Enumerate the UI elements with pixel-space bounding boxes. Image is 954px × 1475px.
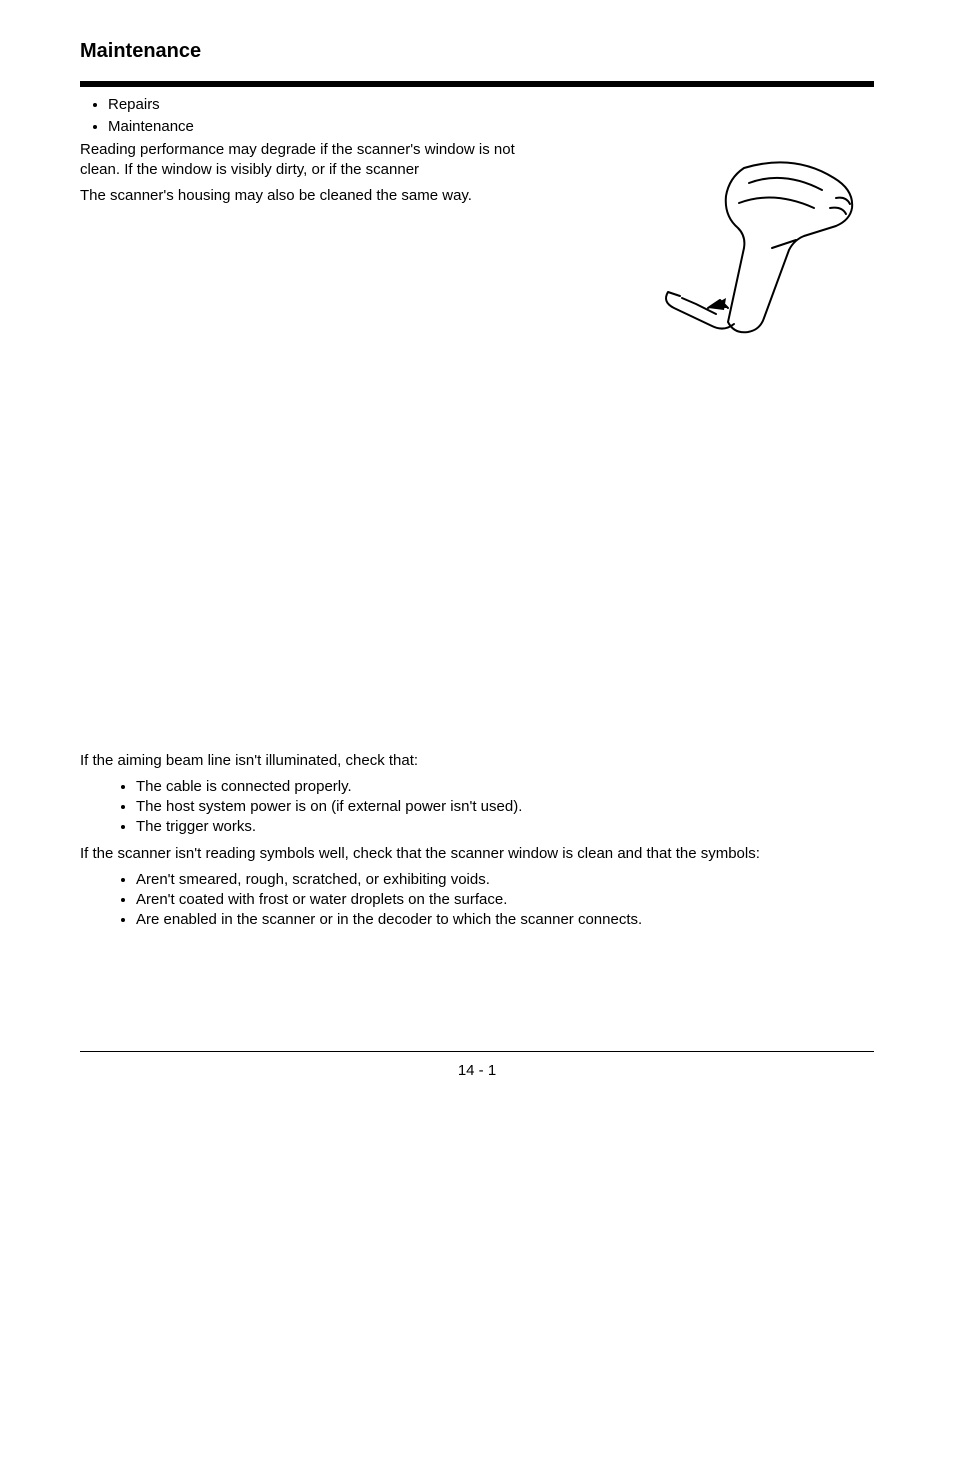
q1-bullet-2: The host system power is on (if external…: [136, 797, 874, 817]
page-title: Maintenance: [80, 40, 874, 63]
q1-bullet-3: The trigger works.: [136, 817, 874, 837]
trouble-q1-bullets: The cable is connected properly. The hos…: [80, 777, 874, 838]
top-bullets: Repairs Maintenance: [80, 95, 874, 138]
q2-bullet-3: Are enabled in the scanner or in the dec…: [136, 910, 874, 930]
page-number: 14 - 1: [80, 1062, 874, 1079]
trouble-q2-intro: If the scanner isn't reading symbols wel…: [80, 844, 874, 864]
footer-rule: [80, 1051, 874, 1052]
q1-bullet-1: The cable is connected properly.: [136, 777, 874, 797]
scanner-illustration: [654, 148, 874, 363]
q2-bullet-2: Aren't coated with frost or water drople…: [136, 890, 874, 910]
cleaning-para1: Reading performance may degrade if the s…: [80, 140, 520, 181]
trouble-q2-bullets: Aren't smeared, rough, scratched, or exh…: [80, 870, 874, 931]
trouble-q1-intro: If the aiming beam line isn't illuminate…: [80, 751, 874, 771]
bullet-repairs: Repairs: [108, 95, 874, 115]
q2-bullet-1: Aren't smeared, rough, scratched, or exh…: [136, 870, 874, 890]
title-rule: [80, 81, 874, 87]
bullet-maintenance: Maintenance: [108, 117, 874, 137]
cleaning-para2: The scanner's housing may also be cleane…: [80, 186, 520, 206]
